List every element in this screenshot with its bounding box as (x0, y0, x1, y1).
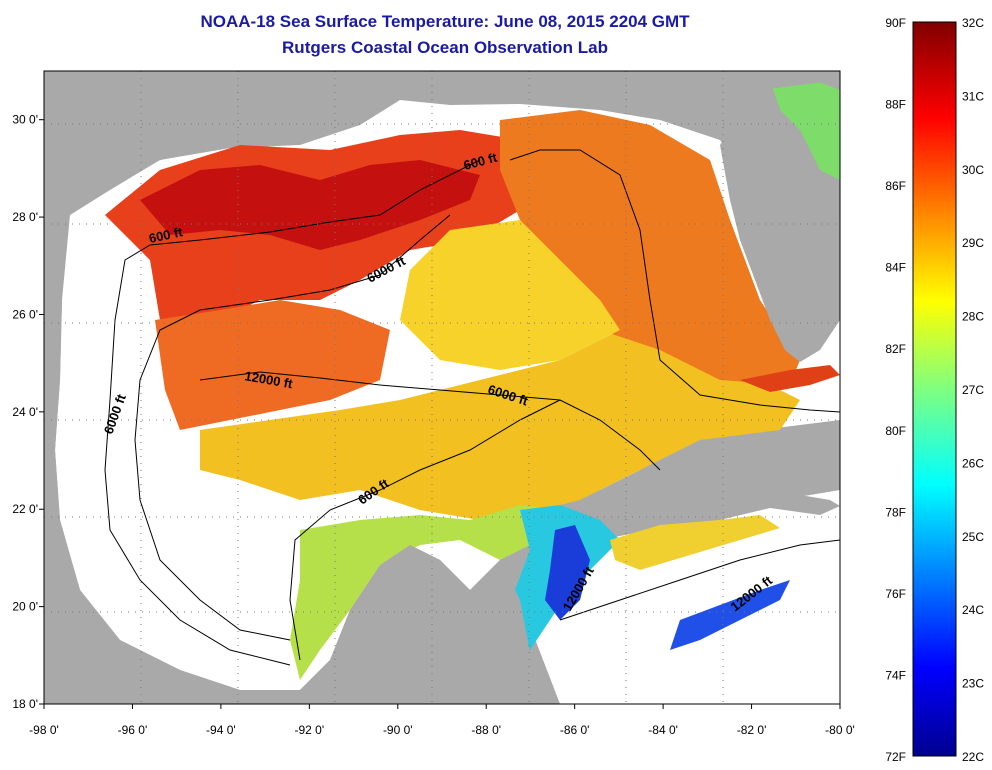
colorbar-c-label: 30C (962, 163, 984, 177)
colorbar-f-label: 82F (885, 342, 906, 356)
contour-600ft-yucatan (289, 399, 561, 661)
colorbar-f-label: 78F (885, 505, 906, 519)
sst-caribbean-yellow (610, 515, 780, 570)
lon-tick-label: -82 0' (737, 723, 767, 737)
colorbar-c-label: 29C (962, 236, 984, 250)
lon-tick-label: -92 0' (295, 723, 325, 737)
contour-12000ft (199, 371, 661, 471)
colorbar-c-label: 23C (962, 677, 984, 691)
mexico-land (44, 210, 540, 704)
us-coast-land (44, 71, 840, 215)
sst-florida-keys (740, 365, 840, 392)
colorbar-f-label: 86F (885, 179, 906, 193)
sst-green-bay (290, 505, 560, 680)
florida-shelf-green (770, 75, 840, 180)
lon-tick-label: -88 0' (471, 723, 501, 737)
map-title: NOAA-18 Sea Surface Temperature: June 08… (200, 12, 690, 31)
lat-tick-label: 20 0' (12, 600, 38, 614)
map-frame (43, 70, 841, 705)
contour-12000ft-caribbean (559, 539, 840, 621)
colorbar-c-label: 25C (962, 530, 984, 544)
colorbar-c-label: 32C (962, 16, 984, 30)
axis-ticks: -98 0' -96 0' -94 0' -92 0' -90 0' -88 0' -86 … (12, 113, 854, 737)
lon-tick-label: -80 0' (825, 723, 855, 737)
contour-label: 600 ft (148, 224, 185, 246)
colorbar-c-label: 24C (962, 603, 984, 617)
colorbar-c-label: 22C (962, 750, 984, 764)
graticule (44, 71, 840, 704)
colorbar-ticks: 90F 88F 86F 84F 82F 80F 78F 76F 74F 72F 32C 31C 30C 2… (885, 16, 984, 764)
colorbar (912, 21, 957, 757)
sst-orange-west (155, 300, 390, 430)
lon-tick-label: -96 0' (118, 723, 148, 737)
colorbar-c-label: 27C (962, 383, 984, 397)
lat-tick-label: 18 0' (12, 697, 38, 711)
colorbar-f-label: 88F (885, 98, 906, 112)
lat-tick-label: 22 0' (12, 502, 38, 516)
sst-orange-east (500, 110, 800, 385)
lon-tick-label: -84 0' (648, 723, 678, 737)
map-area: 600 ft 600 ft 6000 ft 6000 ft 6000 ft 12… (44, 71, 840, 704)
map-subtitle: Rutgers Coastal Ocean Observation Lab (282, 38, 608, 57)
lat-tick-label: 24 0' (12, 405, 38, 419)
colorbar-f-label: 80F (885, 424, 906, 438)
sst-caribbean-blue (670, 580, 790, 650)
lat-tick-label: 26 0' (12, 307, 38, 321)
sst-hot-core (140, 160, 480, 250)
lon-tick-label: -86 0' (560, 723, 590, 737)
contour-600ft-west (104, 159, 481, 666)
lat-tick-label: 28 0' (12, 210, 38, 224)
colorbar-f-label: 76F (885, 587, 906, 601)
colorbar-f-label: 72F (885, 750, 906, 764)
colorbar-f-label: 84F (885, 261, 906, 275)
colorbar-c-label: 31C (962, 89, 984, 103)
colorbar-c-label: 26C (962, 456, 984, 470)
colorbar-c-label: 28C (962, 310, 984, 324)
lon-tick-label: -94 0' (206, 723, 236, 737)
sst-yellow-central (200, 300, 800, 520)
lat-tick-label: 30 0' (12, 113, 38, 127)
lon-tick-label: -98 0' (29, 723, 59, 737)
sst-blue-yucatan (545, 525, 590, 620)
colorbar-f-label: 90F (885, 16, 906, 30)
lon-tick-label: -90 0' (383, 723, 413, 737)
colorbar-f-label: 74F (885, 668, 906, 682)
contour-6000ft-east (509, 149, 840, 413)
sst-yellow-east (400, 220, 620, 370)
contour-6000ft (134, 214, 451, 641)
